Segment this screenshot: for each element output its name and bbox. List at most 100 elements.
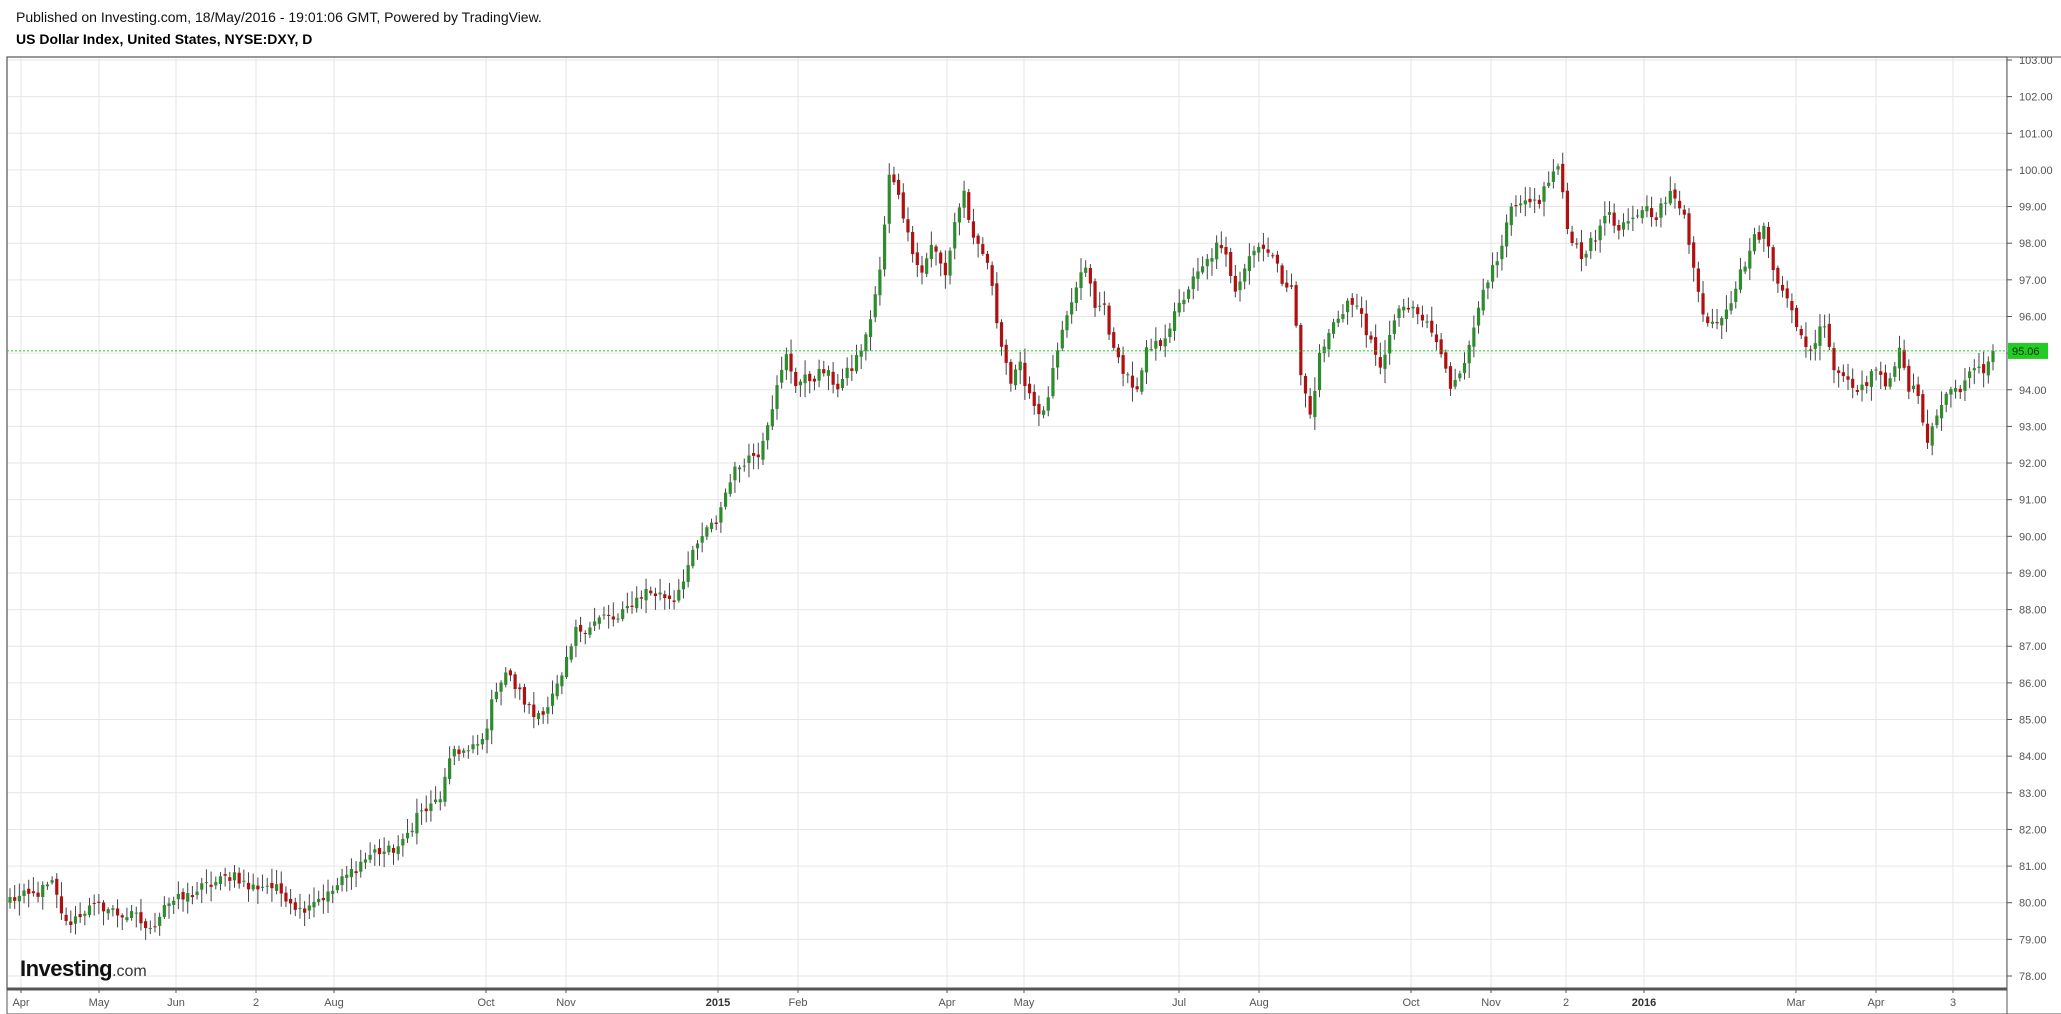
candle-body xyxy=(1888,378,1892,387)
candle xyxy=(1088,264,1092,297)
candle xyxy=(794,367,798,393)
candle xyxy=(1547,171,1551,189)
candle-body xyxy=(784,354,788,371)
candle-body xyxy=(1289,285,1294,287)
plot-frame xyxy=(6,56,2008,990)
candle-body xyxy=(251,884,255,890)
candle xyxy=(1303,373,1308,408)
candle xyxy=(1645,195,1649,218)
candle xyxy=(733,461,737,494)
candle-body xyxy=(382,851,386,854)
candle-body xyxy=(317,898,321,903)
candle-body xyxy=(1430,320,1434,333)
candle-body xyxy=(1879,371,1883,375)
candle-body xyxy=(1027,383,1032,394)
candle-body xyxy=(1224,247,1228,255)
candle xyxy=(144,918,148,940)
candle-body xyxy=(1893,366,1897,377)
candle xyxy=(1191,267,1195,300)
candle-body xyxy=(1986,361,1990,376)
candle-body xyxy=(120,915,124,918)
candle xyxy=(1093,278,1097,317)
candle xyxy=(1617,219,1621,240)
candle xyxy=(27,879,31,908)
candle-body xyxy=(1261,244,1266,249)
candle xyxy=(1944,391,1948,413)
candle xyxy=(719,501,723,533)
candle xyxy=(761,432,765,465)
candle xyxy=(1519,195,1523,213)
candle xyxy=(237,867,241,889)
candle xyxy=(246,872,251,902)
candle xyxy=(1925,409,1930,449)
candle-body xyxy=(1070,302,1074,315)
candle-body xyxy=(1041,410,1046,415)
candle xyxy=(36,881,40,903)
y-tick-label: 82.00 xyxy=(2019,824,2047,836)
candle-body xyxy=(578,625,583,632)
candle xyxy=(1841,364,1845,382)
candle-body xyxy=(1958,388,1962,393)
candle xyxy=(911,225,915,263)
candle xyxy=(1659,198,1663,228)
candle xyxy=(1626,208,1630,231)
candle-body xyxy=(438,799,442,803)
candle-body xyxy=(443,776,447,802)
candle xyxy=(153,912,157,933)
candle-body xyxy=(429,803,433,812)
candle xyxy=(929,231,933,268)
candle-body xyxy=(686,565,690,582)
candle-body xyxy=(419,810,424,812)
candle-body xyxy=(78,914,82,918)
candle-body xyxy=(1331,322,1336,334)
candle-body xyxy=(1266,249,1270,253)
candle xyxy=(588,621,592,639)
candle xyxy=(934,244,938,266)
candle xyxy=(1453,368,1457,390)
candle-body xyxy=(981,244,985,254)
candle xyxy=(190,885,194,905)
candle-body xyxy=(1953,388,1958,392)
candle xyxy=(1766,221,1771,258)
candle-body xyxy=(915,252,919,266)
candle-body xyxy=(22,890,26,896)
candle xyxy=(1813,329,1817,361)
candle-body xyxy=(719,507,723,523)
candle xyxy=(854,344,859,374)
candle-body xyxy=(1360,308,1364,314)
candle-body xyxy=(17,895,21,902)
candle xyxy=(78,902,82,924)
candle xyxy=(1935,409,1939,429)
candle-body xyxy=(569,646,573,660)
candle xyxy=(1201,256,1205,275)
candles xyxy=(8,152,1995,940)
y-tick-label: 89.00 xyxy=(2019,568,2047,580)
candle xyxy=(831,361,835,394)
candle xyxy=(1374,324,1378,366)
candle-body xyxy=(723,492,728,507)
candle xyxy=(1565,182,1570,235)
candle xyxy=(887,163,891,234)
y-tick-label: 101.00 xyxy=(2019,128,2053,140)
candle xyxy=(298,893,302,919)
candle-body xyxy=(868,319,873,338)
candle xyxy=(752,443,756,470)
candle xyxy=(658,578,662,601)
candle xyxy=(1402,298,1406,318)
candle xyxy=(1706,312,1710,327)
candle-body xyxy=(158,916,162,926)
candle xyxy=(363,852,368,870)
x-axis: Apr May Jun 2 Aug Oct Nov 2015 Feb Apr May Jul Aug Oc… xyxy=(12,989,1956,1009)
candle xyxy=(1177,289,1181,317)
candle-body xyxy=(536,713,541,720)
candle xyxy=(513,671,517,699)
candle-body xyxy=(630,605,634,608)
y-tick-label: 93.00 xyxy=(2019,421,2047,433)
candle xyxy=(1930,422,1934,456)
candle-body xyxy=(167,903,171,907)
candle-body xyxy=(1734,288,1738,302)
candle xyxy=(1425,314,1429,329)
candle xyxy=(770,395,774,431)
candle-body xyxy=(87,905,92,916)
